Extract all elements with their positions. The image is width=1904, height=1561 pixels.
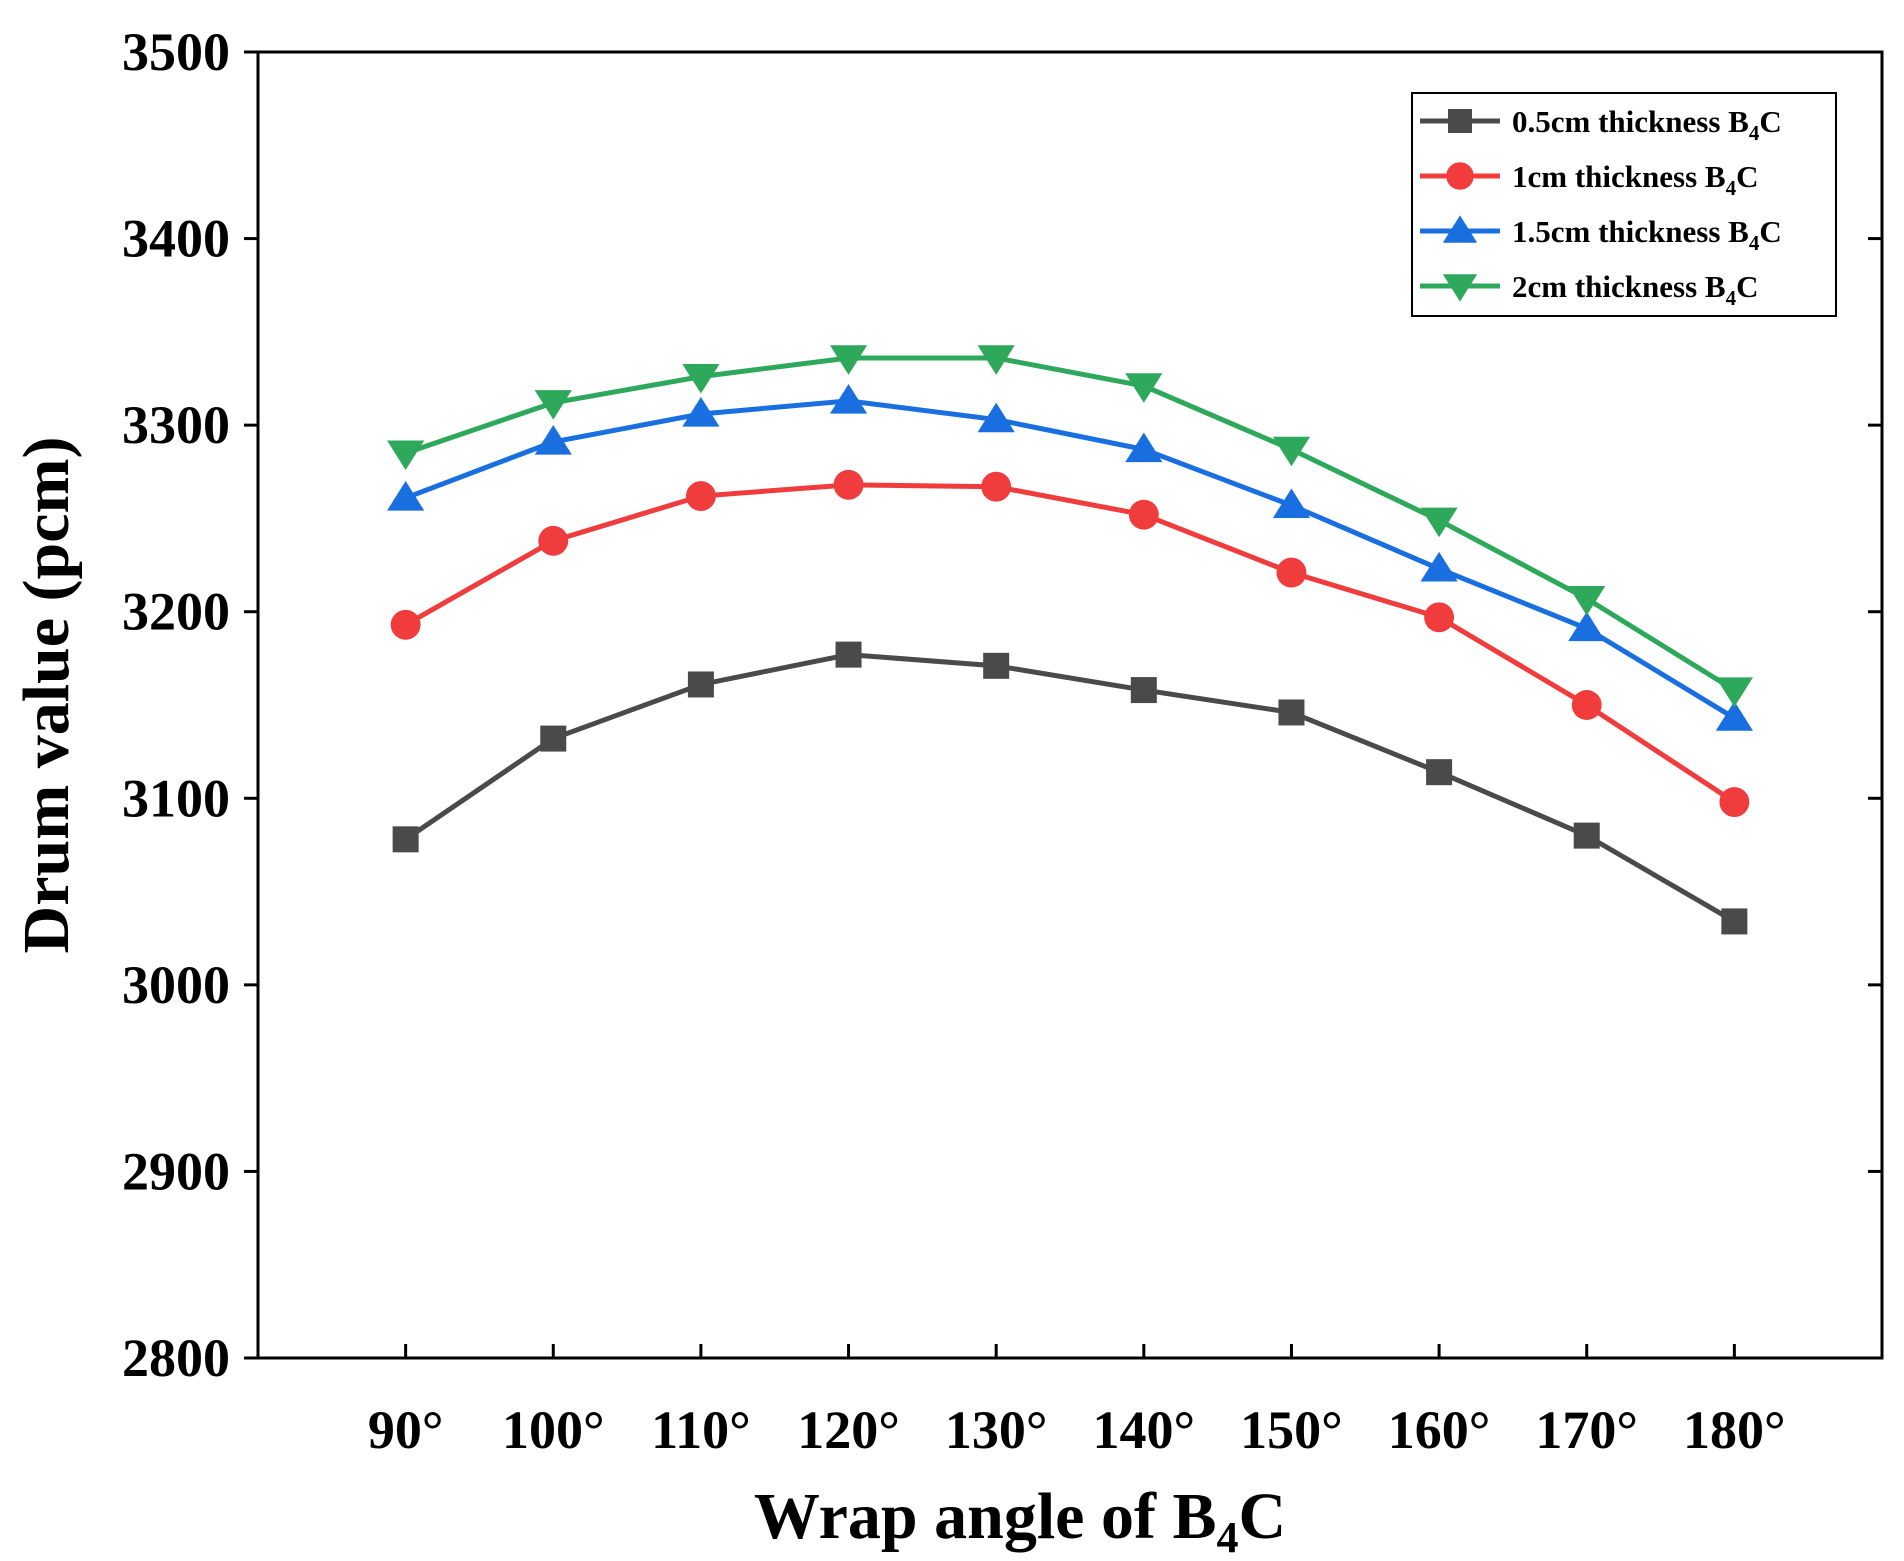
data-point bbox=[387, 481, 425, 511]
data-point bbox=[829, 383, 868, 414]
data-point bbox=[835, 641, 862, 668]
data-point bbox=[390, 609, 421, 640]
data-point bbox=[977, 345, 1015, 375]
data-point bbox=[1125, 373, 1163, 403]
data-point bbox=[534, 425, 572, 455]
x-tick-label: 120° bbox=[797, 1400, 900, 1460]
x-axis: 90° 100° 110° 120° 130° 140° 150° 160° 170° 180° bbox=[368, 1344, 1786, 1460]
data-point bbox=[1272, 436, 1311, 467]
legend-label: 2cm thickness B4C bbox=[1512, 269, 1758, 310]
legend-marker bbox=[1448, 109, 1472, 133]
data-point bbox=[1721, 908, 1748, 935]
series-0 bbox=[392, 641, 1748, 935]
x-tick-label: 130° bbox=[945, 1400, 1048, 1460]
data-point bbox=[1125, 432, 1163, 463]
data-point bbox=[1715, 701, 1753, 731]
legend-box bbox=[1411, 92, 1837, 317]
data-point bbox=[1719, 787, 1750, 817]
legend: 0.5cm thickness B4C 1cm thickness B4C 1.5c… bbox=[1411, 92, 1837, 317]
legend-marker bbox=[1442, 215, 1478, 243]
x-axis-title-main: Wrap angle of B bbox=[754, 1480, 1217, 1553]
series-line bbox=[404, 355, 1736, 693]
y-tick-label: 3400 bbox=[122, 209, 230, 269]
plot-frame bbox=[256, 50, 1884, 1360]
legend-item-2: 1.5cm thickness B4C bbox=[1420, 214, 1782, 255]
x-tick-label: 100° bbox=[502, 1400, 605, 1460]
data-point bbox=[981, 471, 1012, 502]
y-tick-label: 3100 bbox=[122, 768, 230, 828]
data-point bbox=[829, 345, 868, 375]
x-axis-title-tail: C bbox=[1238, 1480, 1286, 1553]
data-point bbox=[682, 397, 720, 427]
x-tick-label: 170° bbox=[1535, 1400, 1638, 1460]
series-layer bbox=[387, 345, 1753, 935]
y-tick-label: 3500 bbox=[122, 22, 230, 82]
data-point bbox=[1278, 699, 1305, 726]
data-point bbox=[1128, 499, 1159, 530]
y-axis-title: Drum value (pcm) bbox=[10, 437, 83, 954]
data-point bbox=[1424, 602, 1455, 633]
data-point bbox=[983, 652, 1010, 679]
data-point bbox=[1420, 507, 1458, 538]
x-tick-label: 180° bbox=[1683, 1400, 1786, 1460]
y-tick-label: 3300 bbox=[122, 395, 230, 455]
x-axis-title: Wrap angle of B4C bbox=[754, 1480, 1286, 1561]
data-point bbox=[534, 390, 572, 420]
data-point bbox=[687, 671, 714, 698]
legend-item-3: 2cm thickness B4C bbox=[1420, 269, 1758, 310]
series-1 bbox=[390, 469, 1750, 817]
data-point bbox=[1130, 677, 1157, 704]
data-point bbox=[1568, 585, 1606, 616]
data-point bbox=[1571, 690, 1602, 720]
data-point bbox=[387, 440, 425, 471]
data-point bbox=[833, 469, 864, 500]
legend-label: 0.5cm thickness B4C bbox=[1512, 104, 1782, 145]
data-point bbox=[1420, 551, 1458, 582]
data-point bbox=[392, 826, 419, 853]
data-point bbox=[540, 725, 567, 752]
series-line bbox=[404, 398, 1736, 721]
x-tick-label: 150° bbox=[1240, 1400, 1343, 1460]
y-tick-label: 3000 bbox=[122, 955, 230, 1015]
data-point bbox=[1276, 557, 1307, 588]
data-point bbox=[538, 525, 569, 556]
x-tick-label: 90° bbox=[368, 1400, 444, 1460]
data-point bbox=[1573, 822, 1600, 849]
y-tick-label: 2900 bbox=[122, 1141, 230, 1201]
data-point bbox=[1568, 611, 1606, 642]
plot-border bbox=[256, 50, 1884, 1360]
x-axis-title-sub: 4 bbox=[1216, 1513, 1238, 1561]
x-tick-label: 140° bbox=[1093, 1400, 1196, 1460]
legend-item-1: 1cm thickness B4C bbox=[1420, 159, 1758, 200]
legend-label: 1.5cm thickness B4C bbox=[1512, 214, 1782, 255]
legend-item-0: 0.5cm thickness B4C bbox=[1420, 104, 1782, 145]
data-point bbox=[682, 363, 720, 394]
data-point bbox=[685, 481, 716, 511]
series-line bbox=[404, 652, 1736, 924]
x-tick-label: 110° bbox=[651, 1400, 751, 1460]
y-axis: 2800 2900 3000 3100 3200 3300 3400 3500 bbox=[122, 22, 1882, 1388]
data-point bbox=[1715, 677, 1753, 707]
series-2 bbox=[387, 383, 1753, 731]
legend-label: 1cm thickness B4C bbox=[1512, 159, 1758, 200]
data-point bbox=[1426, 759, 1453, 786]
legend-marker bbox=[1442, 274, 1478, 302]
data-point bbox=[977, 402, 1015, 433]
y-tick-label: 2800 bbox=[122, 1328, 230, 1388]
x-tick-label: 160° bbox=[1388, 1400, 1491, 1460]
data-point bbox=[1272, 488, 1311, 519]
series-line bbox=[404, 482, 1736, 805]
series-3 bbox=[387, 345, 1753, 707]
y-tick-label: 3200 bbox=[122, 582, 230, 642]
legend-marker bbox=[1446, 162, 1474, 190]
